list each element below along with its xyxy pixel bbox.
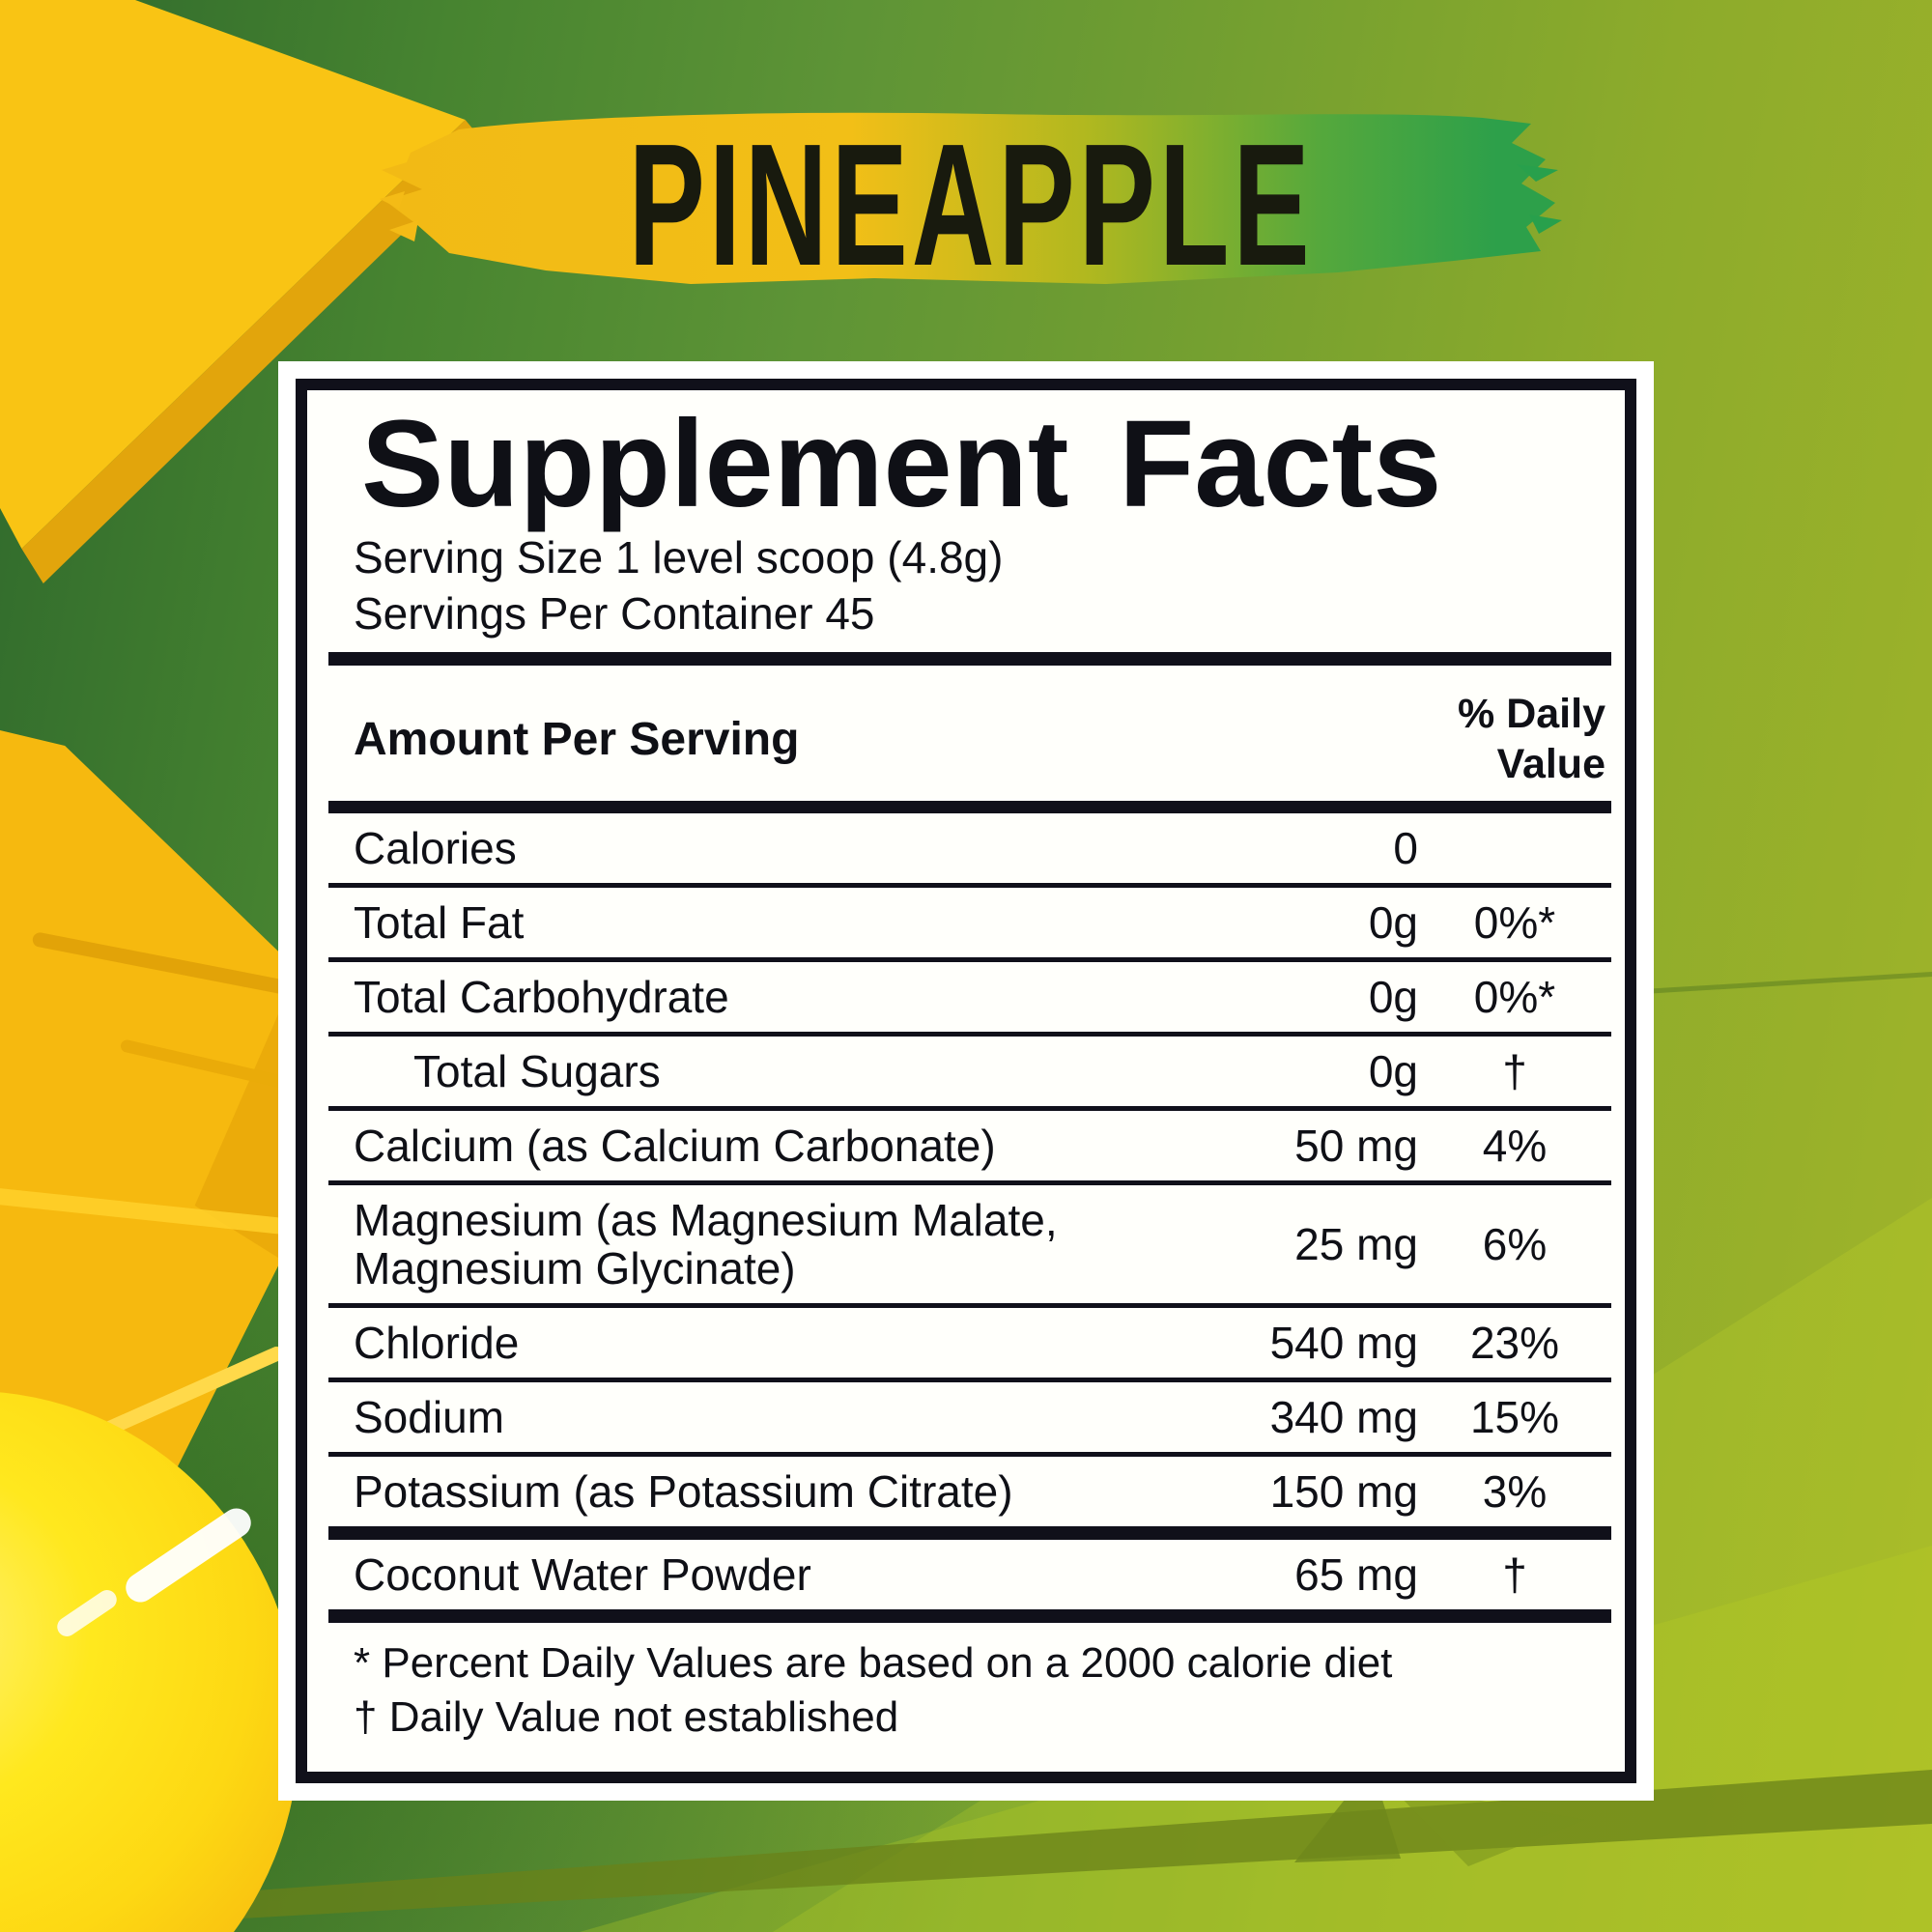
nutrient-row: Total Fat 0g 0%*: [328, 888, 1611, 963]
nutrient-daily-value: 6%: [1482, 1219, 1548, 1270]
nutrient-name: Calcium (as Calcium Carbonate): [354, 1121, 996, 1172]
nutrient-name: Chloride: [354, 1318, 520, 1369]
nutrient-row: Calcium (as Calcium Carbonate) 50 mg 4%: [328, 1111, 1611, 1186]
nutrient-name: Total Fat: [354, 897, 525, 949]
nutrient-amount: 65 mg: [1294, 1549, 1418, 1601]
nutrient-row: Sodium 340 mg 15%: [328, 1382, 1611, 1458]
nutrient-row: Calories 0: [328, 813, 1611, 889]
nutrient-amount: 340 mg: [1269, 1392, 1418, 1443]
footnotes: * Percent Daily Values are based on a 20…: [328, 1623, 1611, 1762]
divider-thick: [328, 652, 1611, 667]
nutrient-amount: 0g: [1368, 897, 1418, 949]
nutrient-daily-value: 0%*: [1473, 897, 1556, 949]
daily-value-header-line2: Value: [1496, 741, 1605, 788]
nutrient-rows: Calories 0 Total Fat 0g 0%* Total Carbohydrat…: [328, 813, 1611, 1624]
servings-per-container: Servings Per Container 45: [354, 588, 875, 639]
nutrient-row: Total Sugars 0g †: [328, 1037, 1611, 1112]
nutrient-daily-value: 4%: [1482, 1121, 1548, 1172]
pineapple-illustration: [0, 0, 541, 1932]
brush-stroke-graphic: [380, 112, 1562, 284]
footnote: † Daily Value not established: [354, 1693, 899, 1742]
nutrient-amount: 150 mg: [1269, 1466, 1418, 1518]
nutrient-daily-value: †: [1502, 1046, 1527, 1097]
divider-medium: [328, 801, 1611, 814]
pineapple-fruit-shape: [0, 1391, 299, 1932]
nutrient-row: Total Carbohydrate 0g 0%*: [328, 962, 1611, 1037]
flavor-name: PINEAPPLE: [628, 107, 1314, 302]
flavor-name-wrap: PINEAPPLE: [372, 106, 1570, 295]
nutrient-amount: 50 mg: [1294, 1121, 1418, 1172]
nutrient-name: Potassium (as Potassium Citrate): [354, 1466, 1013, 1518]
nutrient-row: Chloride 540 mg 23%: [328, 1308, 1611, 1383]
nutrient-name: Total Carbohydrate: [354, 972, 729, 1023]
nutrient-amount: 25 mg: [1294, 1219, 1418, 1270]
flavor-banner: PINEAPPLE: [372, 106, 1570, 295]
divider-thick: [328, 1609, 1611, 1624]
panel-title: Supplement Facts: [361, 395, 1442, 533]
nutrient-amount: 0: [1393, 823, 1418, 874]
nutrient-name: Magnesium (as Magnesium Malate, Magnesiu…: [354, 1195, 1058, 1294]
nutrient-daily-value: 15%: [1469, 1392, 1560, 1443]
nutrient-row: Magnesium (as Magnesium Malate, Magnesiu…: [328, 1185, 1611, 1309]
nutrient-daily-value: 0%*: [1473, 972, 1556, 1023]
nutrient-amount: 540 mg: [1269, 1318, 1418, 1369]
nutrient-name: Sodium: [354, 1392, 504, 1443]
nutrient-amount: 0g: [1368, 972, 1418, 1023]
nutrient-name: Coconut Water Powder: [354, 1549, 811, 1601]
nutrient-daily-value: 23%: [1469, 1318, 1560, 1369]
nutrient-row: Potassium (as Potassium Citrate) 150 mg 3%: [328, 1457, 1611, 1526]
nutrient-name: Calories: [354, 823, 517, 874]
amount-per-serving-header: Amount Per Serving: [354, 713, 800, 765]
nutrient-daily-value: †: [1502, 1549, 1527, 1601]
nutrient-daily-value: 3%: [1482, 1466, 1548, 1518]
divider-thick: [328, 1526, 1611, 1541]
nutrient-row: Coconut Water Powder 65 mg †: [328, 1540, 1611, 1609]
nutrient-amount: 0g: [1368, 1046, 1418, 1097]
supplement-facts-border: Supplement Facts Serving Size 1 level sc…: [296, 379, 1636, 1784]
serving-size: Serving Size 1 level scoop (4.8g): [354, 532, 1004, 583]
supplement-facts-panel: Supplement Facts Serving Size 1 level sc…: [278, 361, 1654, 1802]
nutrient-name: Total Sugars: [413, 1046, 661, 1097]
footnote: * Percent Daily Values are based on a 20…: [354, 1639, 1393, 1688]
daily-value-header: % Daily Value: [1458, 689, 1605, 789]
table-header: Amount Per Serving % Daily Value: [328, 666, 1611, 801]
daily-value-header-line1: % Daily: [1458, 691, 1605, 738]
